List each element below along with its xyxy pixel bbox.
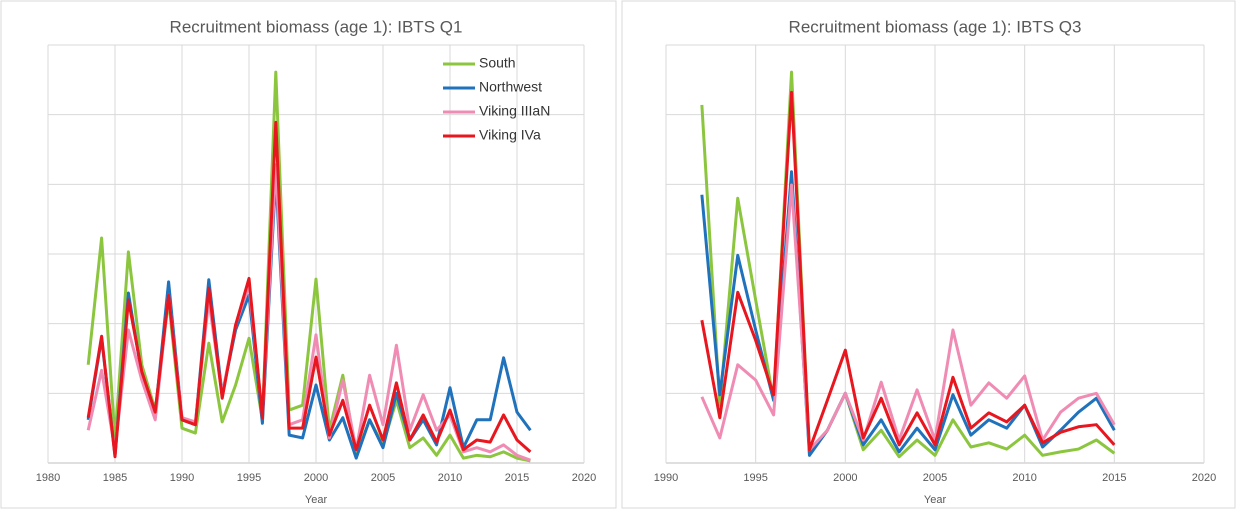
x-tick-label: 2015 xyxy=(505,472,529,484)
x-tick-label: 2010 xyxy=(438,472,462,484)
panel-border xyxy=(0,0,617,509)
x-tick-label: 1995 xyxy=(237,472,261,484)
x-tick-label: 2020 xyxy=(572,472,596,484)
x-tick-label: 2000 xyxy=(833,472,857,484)
data-line xyxy=(86,70,531,463)
legend-label: Viking IIIaN xyxy=(479,103,550,119)
x-axis-title: Year xyxy=(924,494,947,506)
x-tick-label: 1990 xyxy=(170,472,194,484)
x-tick-label: 2020 xyxy=(1192,472,1216,484)
x-tick-label: 1985 xyxy=(103,472,127,484)
panel-border xyxy=(621,0,1236,509)
x-tick-label: 1980 xyxy=(36,472,60,484)
x-tick-label: 2010 xyxy=(1012,472,1036,484)
legend-label: Viking IVa xyxy=(479,127,541,143)
x-tick-label: 1995 xyxy=(743,472,767,484)
legend-label: South xyxy=(479,55,516,71)
legend-label: Northwest xyxy=(479,79,542,95)
chart-title: Recruitment biomass (age 1): IBTS Q3 xyxy=(789,17,1082,36)
x-tick-label: 2005 xyxy=(923,472,947,484)
chart-title: Recruitment biomass (age 1): IBTS Q1 xyxy=(170,17,463,36)
x-tick-label: 2005 xyxy=(371,472,395,484)
data-line xyxy=(700,183,1116,452)
x-tick-label: 1990 xyxy=(654,472,678,484)
x-axis-title: Year xyxy=(305,494,328,506)
data-line xyxy=(86,120,532,459)
data-line xyxy=(700,90,1116,452)
x-tick-label: 2015 xyxy=(1102,472,1126,484)
x-tick-label: 2000 xyxy=(304,472,328,484)
